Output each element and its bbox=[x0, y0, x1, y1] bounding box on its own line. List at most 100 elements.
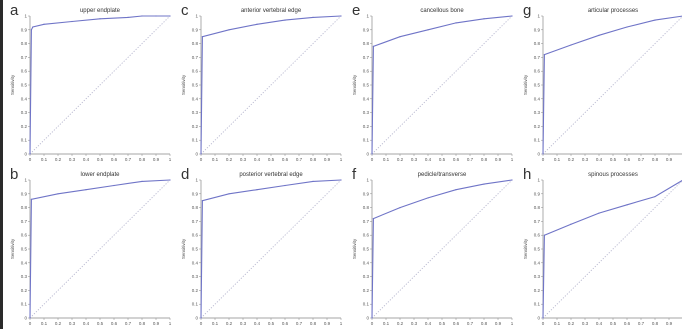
reference-diagonal bbox=[201, 16, 341, 154]
y-tick-label: 0.8 bbox=[21, 41, 28, 46]
y-tick-label: 0.6 bbox=[192, 69, 199, 74]
y-tick-label: 0 bbox=[24, 316, 27, 321]
x-tick-label: 0.7 bbox=[467, 321, 474, 326]
x-tick-label: 0 bbox=[200, 321, 203, 326]
x-tick-label: 0.4 bbox=[425, 157, 432, 162]
x-tick-label: 0.6 bbox=[624, 321, 631, 326]
y-tick-label: 0.3 bbox=[21, 274, 28, 279]
y-tick-label: 0.8 bbox=[534, 41, 541, 46]
roc-point bbox=[598, 213, 599, 214]
x-axis-label: 1-Spe bbox=[265, 163, 278, 164]
x-tick-label: 0.9 bbox=[324, 321, 331, 326]
roc-point bbox=[71, 21, 72, 22]
y-tick-label: 1 bbox=[366, 14, 369, 19]
x-tick-label: 0.9 bbox=[495, 157, 502, 162]
x-tick-label: 0.9 bbox=[153, 157, 160, 162]
y-tick-label: 0.4 bbox=[21, 260, 28, 265]
y-axis-label: Sensitivity bbox=[523, 74, 528, 95]
roc-point bbox=[200, 153, 201, 154]
y-tick-label: 0.7 bbox=[363, 55, 370, 60]
x-tick-label: 0.2 bbox=[55, 157, 62, 162]
roc-point bbox=[511, 15, 512, 16]
x-tick-label: 0 bbox=[542, 157, 545, 162]
y-tick-label: 0 bbox=[195, 152, 198, 157]
y-tick-label: 0.6 bbox=[192, 233, 199, 238]
x-tick-label: 0.2 bbox=[226, 321, 233, 326]
x-axis-label: 1-Spe bbox=[436, 327, 449, 328]
roc-curve bbox=[543, 16, 682, 154]
x-tick-label: 0.1 bbox=[383, 157, 390, 162]
x-axis-label: 1-Spe bbox=[94, 163, 107, 164]
x-tick-label: 0.4 bbox=[254, 321, 261, 326]
y-tick-label: 0.7 bbox=[21, 55, 28, 60]
x-tick-label: 0.6 bbox=[453, 321, 460, 326]
y-tick-label: 0.3 bbox=[192, 274, 199, 279]
y-tick-label: 0.4 bbox=[363, 96, 370, 101]
y-tick-label: 0.6 bbox=[363, 233, 370, 238]
x-tick-label: 0.9 bbox=[666, 157, 673, 162]
x-tick-label: 0.6 bbox=[453, 157, 460, 162]
x-tick-label: 0.5 bbox=[97, 321, 104, 326]
y-tick-label: 1 bbox=[537, 14, 540, 19]
x-tick-label: 0.1 bbox=[554, 157, 561, 162]
y-axis-label: Sensitivity bbox=[10, 238, 15, 259]
x-tick-label: 0.3 bbox=[411, 321, 418, 326]
roc-point bbox=[544, 235, 545, 236]
roc-point bbox=[427, 197, 428, 198]
roc-point bbox=[373, 46, 374, 47]
y-tick-label: 0.5 bbox=[534, 83, 541, 88]
roc-point bbox=[340, 15, 341, 16]
x-tick-label: 0.8 bbox=[481, 321, 488, 326]
x-tick-label: 0.3 bbox=[69, 321, 76, 326]
x-tick-label: 0.1 bbox=[383, 321, 390, 326]
roc-point bbox=[169, 15, 170, 16]
y-tick-label: 0.1 bbox=[192, 138, 199, 143]
roc-point bbox=[427, 29, 428, 30]
y-tick-label: 0.9 bbox=[21, 27, 28, 32]
chart-title: pedicle/transverse bbox=[418, 172, 467, 178]
x-tick-label: 0.9 bbox=[324, 157, 331, 162]
reference-diagonal bbox=[372, 16, 512, 154]
x-tick-label: 1 bbox=[511, 321, 514, 326]
y-tick-label: 1 bbox=[366, 178, 369, 183]
roc-point bbox=[399, 207, 400, 208]
y-tick-label: 0 bbox=[366, 316, 369, 321]
x-tick-label: 0.8 bbox=[481, 157, 488, 162]
x-tick-label: 1 bbox=[169, 321, 172, 326]
x-tick-label: 0.2 bbox=[226, 157, 233, 162]
y-tick-label: 0.8 bbox=[21, 205, 28, 210]
reference-diagonal bbox=[543, 180, 682, 318]
y-tick-label: 0.7 bbox=[192, 55, 199, 60]
roc-point bbox=[654, 196, 655, 197]
y-tick-label: 0.9 bbox=[363, 191, 370, 196]
y-tick-label: 0.9 bbox=[534, 191, 541, 196]
x-tick-label: 0.5 bbox=[97, 157, 104, 162]
y-tick-label: 0.8 bbox=[192, 205, 199, 210]
y-tick-label: 1 bbox=[24, 14, 27, 19]
roc-point bbox=[312, 181, 313, 182]
x-tick-label: 0.6 bbox=[282, 157, 289, 162]
y-tick-label: 0.5 bbox=[363, 247, 370, 252]
reference-diagonal bbox=[543, 16, 682, 154]
x-tick-label: 0.8 bbox=[310, 321, 317, 326]
roc-point bbox=[202, 36, 203, 37]
y-tick-label: 0.9 bbox=[363, 27, 370, 32]
roc-point bbox=[371, 153, 372, 154]
y-tick-label: 0.4 bbox=[534, 260, 541, 265]
x-tick-label: 0.8 bbox=[652, 157, 659, 162]
roc-point bbox=[29, 153, 30, 154]
x-axis-label: 1-Spe bbox=[607, 327, 620, 328]
y-tick-label: 0.9 bbox=[21, 191, 28, 196]
y-tick-label: 0 bbox=[366, 152, 369, 157]
roc-point bbox=[542, 317, 543, 318]
x-tick-label: 0 bbox=[542, 321, 545, 326]
y-tick-label: 0.7 bbox=[534, 55, 541, 60]
roc-point bbox=[169, 179, 170, 180]
roc-point bbox=[43, 24, 44, 25]
x-tick-label: 0.8 bbox=[652, 321, 659, 326]
